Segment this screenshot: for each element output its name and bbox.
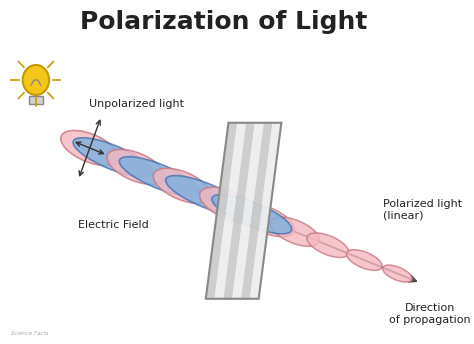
Text: Unpolarized light: Unpolarized light: [89, 99, 184, 109]
Ellipse shape: [346, 250, 382, 270]
Polygon shape: [223, 123, 255, 299]
Ellipse shape: [73, 138, 153, 177]
Ellipse shape: [383, 265, 412, 282]
Ellipse shape: [270, 217, 319, 246]
Ellipse shape: [119, 157, 199, 196]
Ellipse shape: [307, 233, 349, 257]
FancyBboxPatch shape: [29, 96, 43, 104]
Ellipse shape: [23, 65, 49, 95]
Polygon shape: [250, 123, 282, 299]
Ellipse shape: [61, 130, 119, 165]
Text: Direction
of propagation: Direction of propagation: [389, 303, 471, 325]
Polygon shape: [206, 123, 237, 299]
Ellipse shape: [239, 204, 294, 237]
Ellipse shape: [165, 175, 246, 215]
Polygon shape: [215, 123, 246, 299]
Ellipse shape: [153, 168, 211, 203]
Ellipse shape: [212, 194, 292, 234]
Polygon shape: [232, 123, 264, 299]
Ellipse shape: [107, 149, 165, 184]
Text: Electric Field: Electric Field: [78, 220, 149, 230]
Text: Polarization of Light: Polarization of Light: [80, 10, 368, 34]
Polygon shape: [241, 123, 273, 299]
Text: Polarized light
(linear): Polarized light (linear): [383, 200, 462, 221]
Text: Science Facts: Science Facts: [11, 331, 49, 336]
Ellipse shape: [200, 187, 258, 222]
